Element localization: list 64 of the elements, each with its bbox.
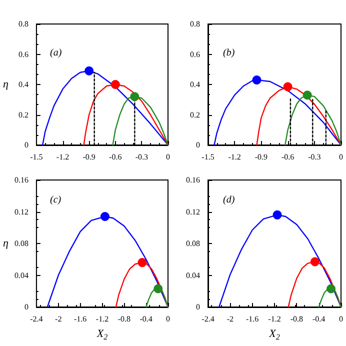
point <box>272 210 282 220</box>
y-tick-label: 0.8 <box>18 20 28 28</box>
x-tick-label: -0.4 <box>140 314 152 324</box>
x-tick-label: -0.8 <box>290 314 304 324</box>
x-tick-label: -2.4 <box>202 314 214 324</box>
y-tick-label: 0.8 <box>190 20 200 28</box>
x-tick-label: 0 <box>339 152 343 162</box>
y-tick-label: 0.4 <box>190 80 200 89</box>
x-tick-label: -1.6 <box>74 314 87 324</box>
x-tick-label: -1.2 <box>96 314 109 324</box>
y-tick-label: 0.08 <box>14 239 28 248</box>
x-tick-label: 0 <box>339 314 343 324</box>
x-tick-label: -1.2 <box>228 152 241 162</box>
x-tick-label: -0.4 <box>312 314 326 324</box>
x-tick-label: -2.4 <box>30 314 43 324</box>
x-tick-label: -0.6 <box>281 152 294 162</box>
x-tick-label: -1.2 <box>56 152 70 162</box>
x-tick-label: -1.2 <box>268 314 281 324</box>
x-tick-label: -0.6 <box>109 152 122 162</box>
x-tick-label: -2 <box>226 314 234 324</box>
y-tick-label: 0.16 <box>14 176 28 184</box>
y-axis-title: η <box>2 238 8 250</box>
y-tick-label: 0 <box>196 140 200 150</box>
y-tick-label: 0.6 <box>190 50 200 59</box>
y-tick-label: 0.6 <box>18 50 28 59</box>
y-tick-label: 0.16 <box>186 176 200 184</box>
point <box>326 284 336 294</box>
x-tick-label: -0.3 <box>308 152 321 162</box>
y-tick-label: 0.04 <box>186 270 200 280</box>
y-tick-label: 0.2 <box>190 110 200 120</box>
x-tick-label: -0.3 <box>135 152 148 162</box>
y-tick-label: 0.2 <box>18 110 28 120</box>
y-tick-label: 0.04 <box>14 270 28 280</box>
y-tick-label: 0.4 <box>18 80 28 89</box>
point <box>100 212 110 222</box>
x-tick-label: -2 <box>55 314 62 324</box>
y-tick-label: 0 <box>24 140 28 150</box>
point <box>302 90 312 100</box>
point <box>283 82 292 92</box>
x-tick-label: 0 <box>166 314 170 324</box>
point <box>130 92 140 102</box>
annotation: (b) <box>223 48 236 58</box>
x-tick-label: -0.8 <box>118 314 130 324</box>
y-axis-title: η <box>2 78 8 90</box>
x-tick-label: -1.6 <box>246 314 259 324</box>
annotation: (c) <box>50 194 62 206</box>
point <box>252 75 262 84</box>
annotation: (d) <box>223 194 236 206</box>
point <box>154 284 163 294</box>
y-tick-label: 0 <box>196 302 200 312</box>
point <box>310 257 320 266</box>
point <box>138 258 147 268</box>
annotation: (a) <box>50 48 62 58</box>
y-tick-label: 0.08 <box>186 239 200 248</box>
x-tick-label: -1.5 <box>30 152 43 162</box>
x-tick-label: -0.9 <box>254 152 268 162</box>
x-tick-label: -0.9 <box>82 152 96 162</box>
point <box>84 66 94 76</box>
x-tick-label: 0 <box>166 152 170 162</box>
point <box>110 80 120 89</box>
y-tick-label: 0.12 <box>186 207 200 216</box>
y-tick-label: 0 <box>24 302 28 312</box>
x-tick-label: -1.5 <box>202 152 214 162</box>
y-tick-label: 0.12 <box>14 207 28 216</box>
